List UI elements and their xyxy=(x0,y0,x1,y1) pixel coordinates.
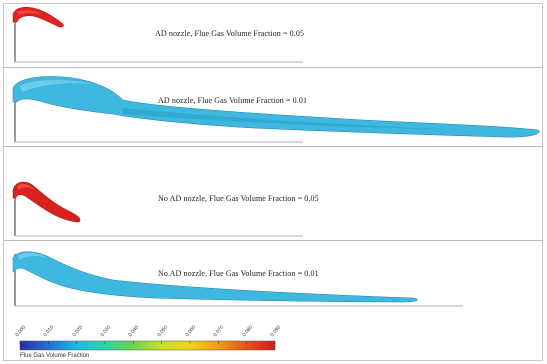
panel-caption: No AD nozzle, Flue Gas Volume Fraction =… xyxy=(158,194,319,203)
plume-render-1 xyxy=(12,7,303,63)
colorbar-tick-label: 0.050 xyxy=(156,324,169,338)
plume-isosurface xyxy=(12,251,418,303)
colorbar-tick-label: 0.070 xyxy=(212,324,226,338)
panel-divider xyxy=(3,146,543,147)
panel-no-ad-nozzle-001: No AD nozzle, Flue Gas Volume Fraction =… xyxy=(3,244,543,310)
plume-isosurface xyxy=(12,7,64,28)
panel-ad-nozzle-005: AD nozzle, Flue Gas Volume Fraction = 0.… xyxy=(3,0,543,68)
colorbar-tick-label: 0.010 xyxy=(42,324,56,338)
colorbar-tick-label: 0.080 xyxy=(241,324,254,338)
plume-render-4 xyxy=(12,251,463,307)
panel-caption: No AD nozzle, Flue Gas Volume Fraction =… xyxy=(158,269,319,278)
panel-caption: AD nozzle, Flue Gas Volume Fraction = 0.… xyxy=(158,96,308,105)
panel-divider xyxy=(3,240,543,241)
panel-divider xyxy=(3,67,543,68)
panel-no-ad-nozzle-005: No AD nozzle, Flue Gas Volume Fraction =… xyxy=(3,162,543,240)
colorbar-gradient xyxy=(19,340,276,351)
plume-render-3 xyxy=(12,181,303,237)
colorbar-tick-label: 0.030 xyxy=(99,324,113,338)
plume-isosurface xyxy=(12,76,540,138)
figure-frame xyxy=(3,3,543,361)
colorbar-tick-label: 0.020 xyxy=(71,324,84,338)
colorbar-tick-label: 0.040 xyxy=(127,324,141,338)
colorbar-title: Flue Gas Volume Fraction xyxy=(20,353,90,359)
plume-isosurface xyxy=(12,181,81,223)
panel-ad-nozzle-001: AD nozzle, Flue Gas Volume Fraction = 0.… xyxy=(3,68,543,146)
colorbar: 0.000 0.010 0.020 0.030 0.040 0.050 0.060 0.070… xyxy=(14,312,282,360)
plume-render-2 xyxy=(12,76,540,143)
colorbar-rect xyxy=(19,340,276,351)
colorbar-tick-labels: 0.000 0.010 0.020 0.030 0.040 0.050 0.060 0.070… xyxy=(14,312,282,342)
colorbar-tick-label: 0.060 xyxy=(184,324,198,338)
panel-caption: AD nozzle, Flue Gas Volume Fraction = 0.… xyxy=(155,29,305,38)
